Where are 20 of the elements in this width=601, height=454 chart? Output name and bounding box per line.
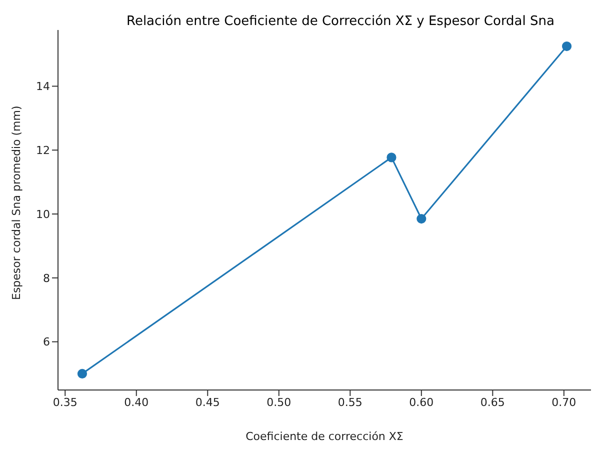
chart-title: Relación entre Coeficiente de Corrección XΣ y Espesor Cordal Sna	[126, 14, 556, 29]
x-tick-label: 0.50	[266, 396, 292, 409]
point	[562, 41, 572, 52]
y-tick-label: 6	[43, 336, 50, 349]
y-tick-label: 14	[36, 80, 50, 94]
y-tick-label: 12	[36, 144, 50, 158]
y-tick-label: 8	[43, 272, 50, 285]
x-tick-label: 0.35	[52, 396, 78, 409]
point	[386, 152, 396, 162]
y-axis-title: Espesor cordal Sna promedio (mm)	[10, 106, 23, 300]
y-tick-label: 10	[36, 208, 50, 221]
x-tick-label: 0.40	[124, 396, 149, 409]
x-tick-label: 0.65	[480, 396, 505, 409]
point	[416, 214, 426, 224]
point	[77, 368, 88, 379]
x-tick-label: 0.70	[552, 396, 576, 409]
x-tick-label: 0.60	[409, 396, 434, 409]
x-tick-label: 0.55	[338, 396, 362, 409]
x-tick-label: 0.45	[195, 396, 220, 409]
x-axis-title: Coeficiente de corrección XΣ	[246, 430, 404, 443]
